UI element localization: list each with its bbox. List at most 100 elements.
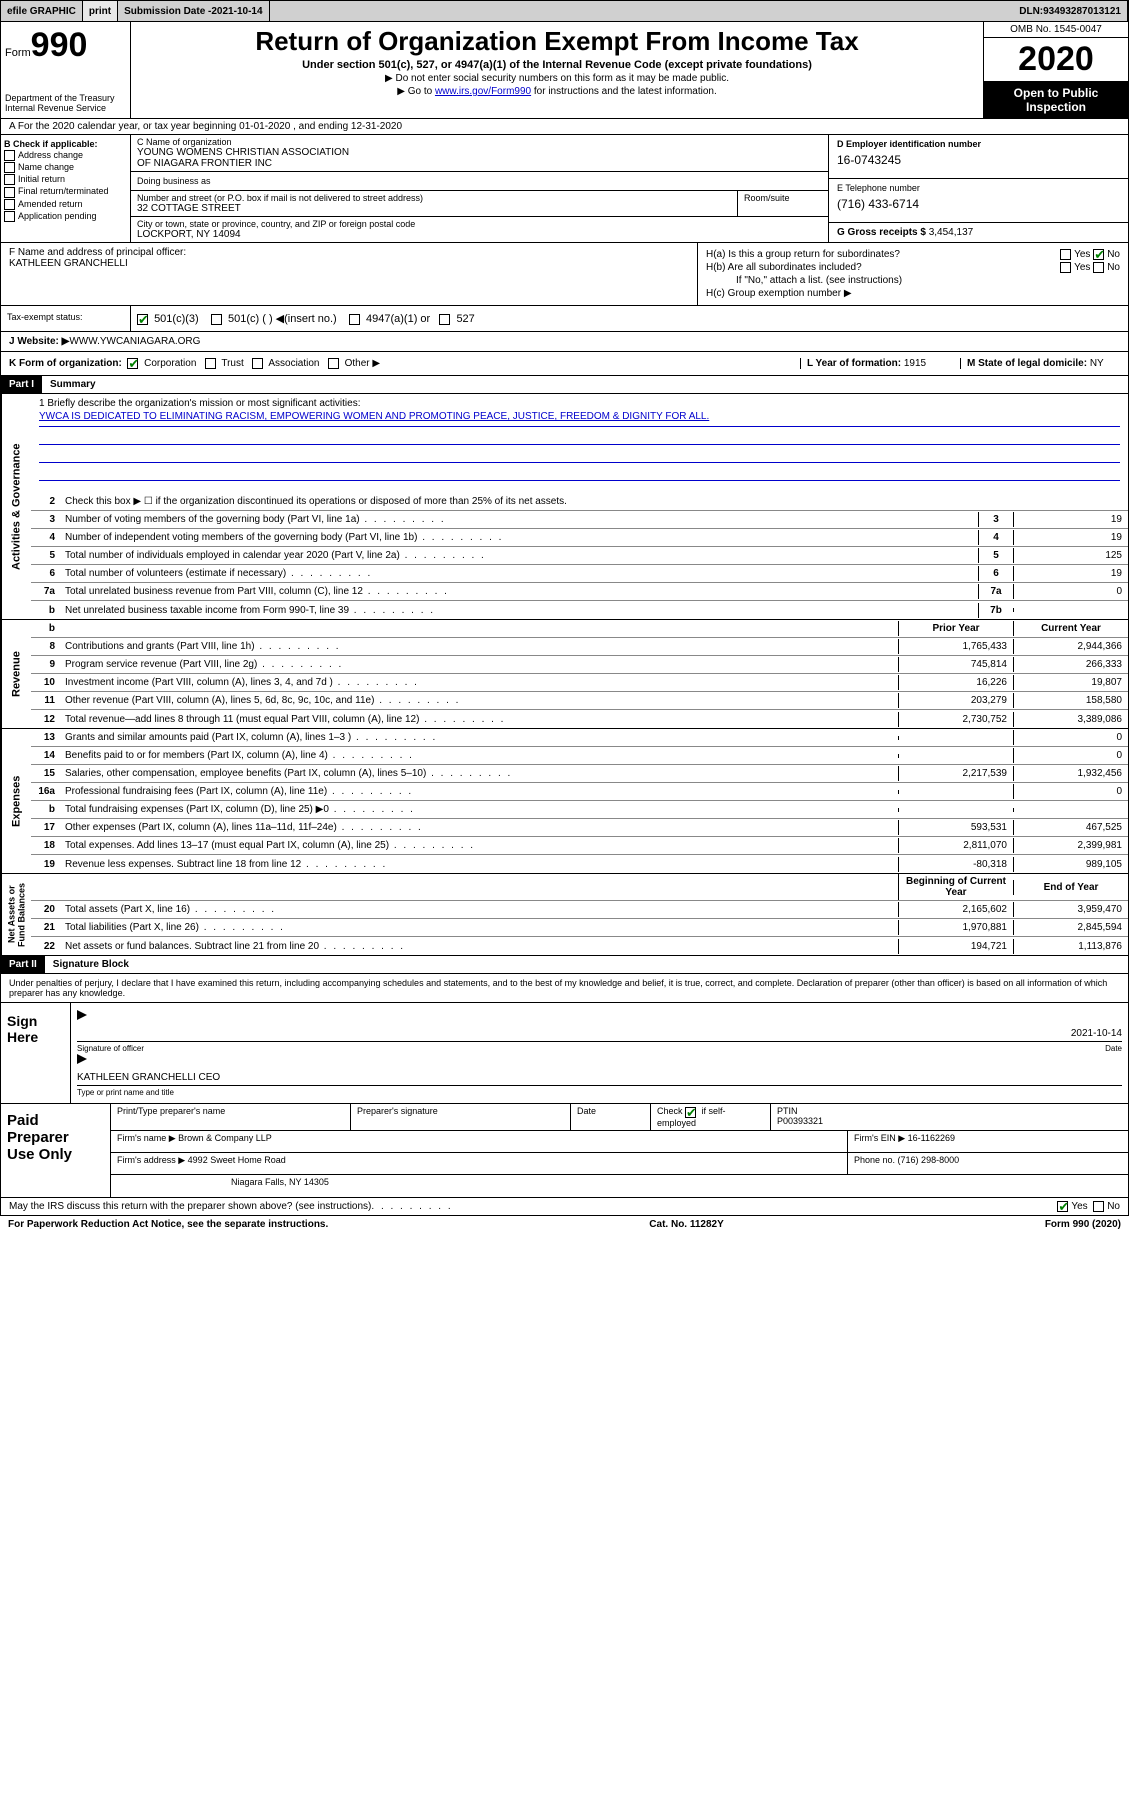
officer-name-title: KATHLEEN GRANCHELLI CEO [77, 1072, 220, 1083]
prior-value [898, 754, 1013, 758]
instructions-link[interactable]: www.irs.gov/Form990 [435, 86, 531, 97]
cb-yes[interactable] [1060, 249, 1071, 260]
ssn-warning: ▶ Do not enter social security numbers o… [135, 73, 979, 84]
cb-yes[interactable] [1060, 262, 1071, 273]
cat-no: Cat. No. 11282Y [649, 1219, 723, 1230]
cb-self-employed[interactable] [685, 1107, 696, 1118]
line-num: 12 [31, 714, 61, 725]
cb-final-return[interactable]: Final return/terminated [4, 186, 127, 197]
cb-assoc[interactable] [252, 358, 263, 369]
yes-label: Yes [1074, 249, 1090, 260]
line-num: 21 [31, 922, 61, 933]
row-fh: F Name and address of principal officer:… [0, 242, 1129, 306]
tax-year: 2020 [984, 38, 1128, 82]
cb-501c3[interactable] [137, 314, 148, 325]
form-num: 990 [31, 26, 88, 64]
dln: DLN: 93493287013121 [1013, 1, 1128, 21]
box-de: D Employer identification number 16-0743… [828, 135, 1128, 242]
cb-corp[interactable] [127, 358, 138, 369]
box-e-telephone: E Telephone number (716) 433-6714 [829, 179, 1128, 223]
box-h-group: H(a) Is this a group return for subordin… [698, 243, 1128, 305]
preparer-label: PaidPreparerUse Only [1, 1104, 111, 1196]
yes-label: Yes [1071, 1201, 1087, 1212]
part2-num: Part II [1, 956, 45, 973]
grid-row: 22Net assets or fund balances. Subtract … [31, 937, 1128, 955]
cb-address-change[interactable]: Address change [4, 150, 127, 161]
irs-discuss-yn: Yes No [1057, 1201, 1120, 1212]
grid-row: 3Number of voting members of the governi… [31, 511, 1128, 529]
line-num: 8 [31, 641, 61, 652]
grid-row: 4Number of independent voting members of… [31, 529, 1128, 547]
row-tax-status: Tax-exempt status: 501(c)(3) 501(c) ( ) … [0, 306, 1129, 332]
prep-ptin-cell: PTINP00393321 [771, 1104, 1128, 1129]
part2-title: Signature Block [45, 959, 129, 970]
line-value: 19 [1013, 566, 1128, 581]
cb-yes[interactable] [1057, 1201, 1068, 1212]
box-b-checkboxes: B Check if applicable: Address change Na… [1, 135, 131, 242]
cb-4947[interactable] [349, 314, 360, 325]
print-button[interactable]: print [83, 1, 118, 21]
line-desc: Other expenses (Part IX, column (A), lin… [61, 820, 898, 835]
website-value: WWW.YWCANIAGARA.ORG [69, 336, 200, 347]
section-net-assets: Net Assets orFund Balances Beginning of … [0, 874, 1129, 956]
preparer-grid: Print/Type preparer's name Preparer's si… [111, 1104, 1128, 1196]
current-value: 19,807 [1013, 675, 1128, 690]
line-num: 6 [31, 568, 61, 579]
firm-name-cell: Firm's name ▶ Brown & Company LLP [111, 1131, 848, 1152]
street-value: 32 COTTAGE STREET [137, 203, 731, 214]
form-title: Return of Organization Exempt From Incom… [135, 26, 979, 57]
cb-initial-return[interactable]: Initial return [4, 174, 127, 185]
firm-addr-2: Niagara Falls, NY 14305 [111, 1175, 1128, 1197]
h-b-yn: Yes No [1060, 262, 1120, 273]
cb-501c[interactable] [211, 314, 222, 325]
current-value: 467,525 [1013, 820, 1128, 835]
cb-no[interactable] [1093, 1201, 1104, 1212]
cb-app-pending[interactable]: Application pending [4, 211, 127, 222]
header-left: Form990 Department of the Treasury Inter… [1, 22, 131, 118]
org-name-1: YOUNG WOMENS CHRISTIAN ASSOCIATION [137, 147, 822, 158]
firm-ein-cell: Firm's EIN ▶ 16-1162269 [848, 1131, 1128, 1152]
cb-label: Initial return [18, 174, 65, 184]
prep-date-hdr: Date [571, 1104, 651, 1129]
officer-label: F Name and address of principal officer: [9, 247, 689, 258]
irs-discuss-text: May the IRS discuss this return with the… [9, 1201, 371, 1212]
line-desc: Revenue less expenses. Subtract line 18 … [61, 857, 898, 872]
pra-notice: For Paperwork Reduction Act Notice, see … [8, 1219, 328, 1230]
grid-row: 6Total number of volunteers (estimate if… [31, 565, 1128, 583]
cb-name-change[interactable]: Name change [4, 162, 127, 173]
current-value: 0 [1013, 730, 1128, 745]
line-box: 4 [978, 530, 1013, 545]
line-desc: Total revenue—add lines 8 through 11 (mu… [61, 712, 898, 727]
prior-value: -80,318 [898, 857, 1013, 872]
line-desc: Total expenses. Add lines 13–17 (must eq… [61, 838, 898, 853]
prior-value: 2,811,070 [898, 838, 1013, 853]
line-num: b [31, 605, 61, 616]
mission-block: 1 Briefly describe the organization's mi… [31, 394, 1128, 493]
row-website: J Website: ▶ WWW.YWCANIAGARA.ORG [0, 332, 1129, 352]
cb-label: Address change [18, 150, 83, 160]
instructions-link-line: ▶ Go to www.irs.gov/Form990 for instruct… [135, 86, 979, 97]
h-c-label: H(c) Group exemption number ▶ [706, 288, 852, 299]
sign-word: Sign [7, 1013, 64, 1029]
cb-527[interactable] [439, 314, 450, 325]
current-value [1013, 808, 1128, 812]
cb-no[interactable] [1093, 249, 1104, 260]
cb-no[interactable] [1093, 262, 1104, 273]
line-box: 7b [978, 603, 1013, 618]
goto-prefix: ▶ Go to [397, 86, 435, 97]
cb-amended-return[interactable]: Amended return [4, 199, 127, 210]
current-value: 2,944,366 [1013, 639, 1128, 654]
street-row: Number and street (or P.O. box if mail i… [131, 191, 828, 217]
mission-blank-line [39, 447, 1120, 463]
ptin-label: PTIN [777, 1106, 1122, 1116]
grid-row: 20Total assets (Part X, line 16)2,165,60… [31, 901, 1128, 919]
blank-desc [61, 627, 898, 631]
cb-other[interactable] [328, 358, 339, 369]
form-ref: Form 990 (2020) [1045, 1219, 1121, 1230]
no-label: No [1107, 249, 1120, 260]
opt-assoc: Association [268, 358, 319, 369]
header-center: Return of Organization Exempt From Incom… [131, 22, 983, 118]
section-revenue: Revenue bPrior YearCurrent Year 8Contrib… [0, 620, 1129, 729]
cb-trust[interactable] [205, 358, 216, 369]
line-box: 5 [978, 548, 1013, 563]
